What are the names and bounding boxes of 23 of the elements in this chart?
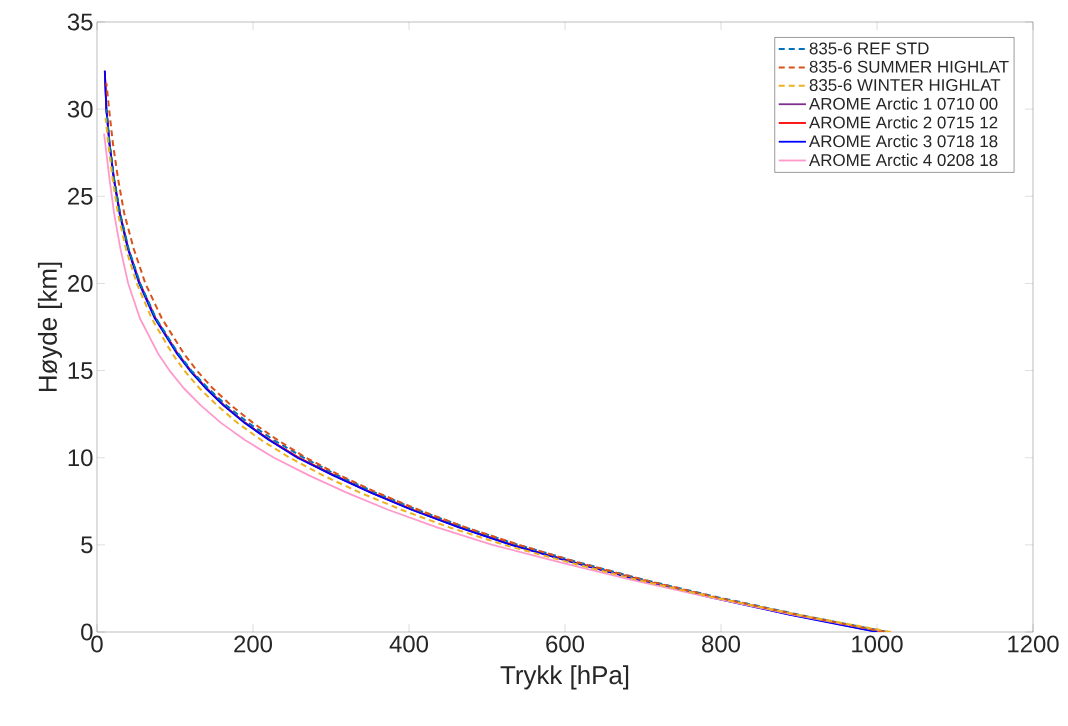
legend-label: AROME Arctic 4 0208 18 [808, 153, 998, 167]
legend-label: 835-6 SUMMER HIGHLAT [809, 60, 1009, 73]
x-tick-label: 400 [389, 635, 428, 653]
y-tick-label: 5 [81, 536, 93, 554]
legend-label: AROME Arctic 3 0718 18 [808, 134, 998, 148]
legend-label: 835-6 REF STD [809, 42, 929, 55]
y-tick-label: 25 [68, 187, 93, 205]
x-tick-label: 1200 [1008, 635, 1059, 653]
legend-label: 835-6 WINTER HIGHLAT [809, 79, 1001, 92]
y-tick-label: 0 [81, 623, 93, 641]
y-tick-label: 10 [68, 449, 93, 467]
y-tick-label: 20 [68, 274, 93, 292]
y-tick-label: 35 [67, 13, 93, 31]
x-tick-label: 200 [234, 635, 272, 653]
y-axis-title: Høyde [km] [37, 262, 63, 392]
y-tick-label: 15 [68, 362, 93, 379]
x-tick-label: 600 [546, 635, 585, 653]
x-tick-label: 800 [702, 635, 741, 653]
legend-label: AROME Arctic 2 0715 12 [808, 116, 998, 129]
x-tick-label: 1000 [852, 635, 903, 653]
x-axis-title: Trykk [hPa] [500, 665, 629, 690]
y-tick-label: 30 [67, 100, 93, 118]
legend-label: AROME Arctic 1 0710 00 [808, 97, 998, 110]
